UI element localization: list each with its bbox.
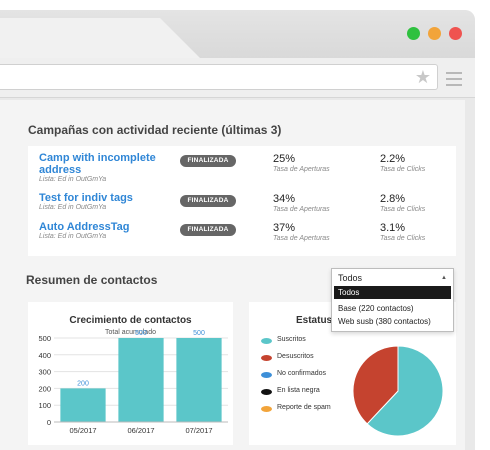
pie-chart (352, 345, 444, 437)
click-rate-label: Tasa de Clicks (380, 206, 426, 213)
open-rate-value: 37% (273, 222, 296, 234)
legend-label: Desuscritos (277, 353, 314, 360)
legend-label: En lista negra (277, 387, 320, 394)
y-tick-label: 500 (38, 334, 51, 343)
open-rate-value: 34% (273, 193, 296, 205)
click-rate-value: 3.1% (380, 222, 406, 234)
bar-chart: 0 100 200 300 400 500 200 05/2017 500 06/2017 500 0… (38, 330, 228, 435)
y-tick-label: 100 (38, 401, 51, 410)
legend-swatch (261, 338, 272, 344)
bar[interactable] (60, 388, 106, 422)
open-rate-label: Tasa de Aperturas (273, 206, 330, 213)
campaign-link[interactable]: Auto AddressTag (39, 221, 130, 233)
y-tick-label: 300 (38, 368, 51, 377)
status-badge: FINALIZADA (180, 155, 236, 167)
open-rate-label: Tasa de Aperturas (273, 166, 330, 173)
contacts-filter-dropdown[interactable]: Todos ▲ Todos Base (220 contactos) Web s… (331, 268, 454, 332)
campaign-row: Test for indiv tags Lista: Ed in OutGmYa… (28, 188, 456, 222)
click-rate-label: Tasa de Clicks (380, 235, 426, 242)
bar-data-label: 500 (135, 330, 147, 337)
x-tick-label: 06/2017 (127, 426, 154, 435)
legend-swatch (261, 372, 272, 378)
status-badge: FINALIZADA (180, 195, 236, 207)
click-rate-label: Tasa de Clicks (380, 166, 426, 173)
y-tick-label: 200 (38, 384, 51, 393)
x-tick-label: 05/2017 (69, 426, 96, 435)
chart-subtitle: Total acumulado (105, 329, 156, 336)
campaign-row: Auto AddressTag Lista: Ed in OutGmYa FIN… (28, 217, 456, 251)
dropdown-option-todos[interactable]: Todos (334, 286, 451, 299)
legend-swatch (261, 389, 272, 395)
bar[interactable] (118, 338, 164, 422)
bookmark-star-icon[interactable]: ★ (414, 67, 431, 87)
chart-title: Crecimiento de contactos (69, 315, 192, 326)
status-badge: FINALIZADA (180, 224, 236, 236)
pie-slice[interactable] (352, 345, 399, 425)
chevron-up-icon[interactable]: ▲ (441, 275, 447, 281)
y-tick-label: 0 (47, 418, 51, 427)
pie-slice[interactable] (366, 345, 444, 437)
legend-label: Reporte de spam (277, 404, 331, 411)
bar-data-label: 500 (193, 330, 205, 337)
open-rate-value: 25% (273, 153, 296, 165)
dashboard: Campañas con actividad reciente (últimas… (0, 100, 465, 450)
campaigns-section-title: Campañas con actividad reciente (últimas… (28, 123, 282, 137)
close-button[interactable] (449, 27, 462, 40)
browser-window: ★ Campañas con actividad reciente (últim… (0, 10, 475, 450)
legend-label: Suscritos (277, 336, 306, 343)
contacts-section-title: Resumen de contactos (26, 273, 158, 287)
legend-swatch (261, 355, 272, 361)
y-tick-label: 400 (38, 351, 51, 360)
click-rate-value: 2.8% (380, 193, 406, 205)
open-rate-label: Tasa de Aperturas (273, 235, 330, 242)
bar[interactable] (176, 338, 222, 422)
campaign-list-label: Lista: Ed in OutGmYa (39, 176, 107, 183)
minimize-button[interactable] (428, 27, 441, 40)
maximize-button[interactable] (407, 27, 420, 40)
hamburger-menu-icon[interactable] (446, 72, 462, 90)
legend-swatch (261, 406, 272, 412)
status-title: Estatus (296, 315, 333, 326)
campaign-link[interactable]: Camp with incomplete address (39, 152, 156, 176)
x-tick-label: 07/2017 (185, 426, 212, 435)
tab-strip (0, 10, 475, 58)
dropdown-selected-value[interactable]: Todos (338, 273, 363, 283)
browser-tab[interactable] (0, 18, 200, 58)
address-bar[interactable]: ★ (0, 64, 438, 90)
dropdown-option-web-susb[interactable]: Web susb (380 contactos) (338, 317, 431, 326)
growth-chart-card: Crecimiento de contactos Total acumulado… (28, 302, 233, 445)
toolbar: ★ (0, 58, 475, 98)
legend-label: No confirmados (277, 370, 327, 377)
campaigns-card: Camp with incomplete address Lista: Ed in… (28, 146, 456, 256)
bar-data-label: 200 (77, 380, 89, 387)
dropdown-option-base[interactable]: Base (220 contactos) (338, 304, 414, 313)
campaign-link[interactable]: Test for indiv tags (39, 192, 133, 204)
campaign-list-label: Lista: Ed in OutGmYa (39, 233, 107, 240)
click-rate-value: 2.2% (380, 153, 406, 165)
campaign-row: Camp with incomplete address Lista: Ed in… (28, 148, 456, 183)
campaign-list-label: Lista: Ed in OutGmYa (39, 204, 107, 211)
